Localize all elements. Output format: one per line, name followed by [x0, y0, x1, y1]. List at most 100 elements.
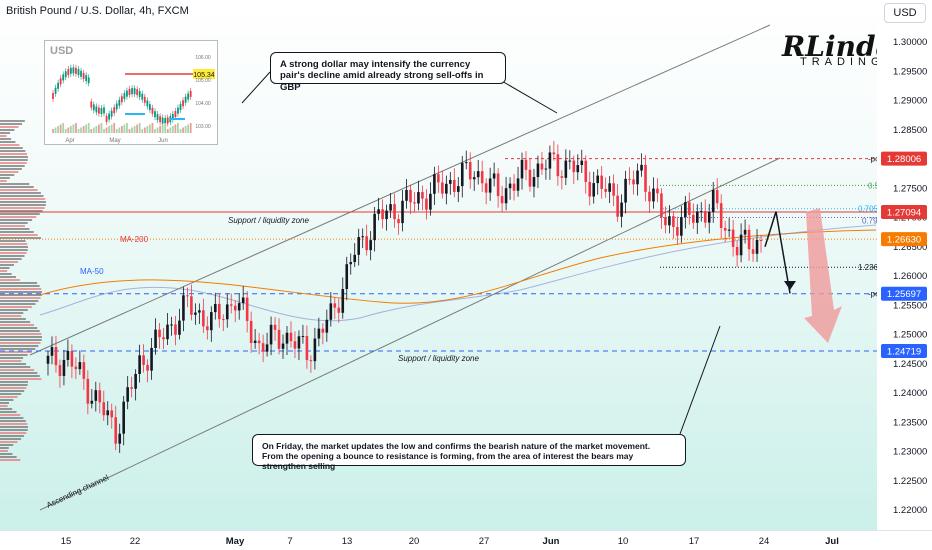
channel-lower-line	[39, 157, 781, 511]
inset-candle-body	[154, 111, 156, 118]
candle-body	[381, 209, 384, 220]
volume-profile-bar	[0, 393, 22, 395]
candle-body	[58, 365, 62, 376]
inset-volume-bar	[98, 124, 100, 133]
candle-body	[755, 239, 759, 254]
inset-candle-body	[189, 90, 192, 97]
inset-candle-body	[161, 117, 164, 124]
fib-05-label: 0.5	[868, 181, 880, 190]
volume-profile-bar	[0, 360, 22, 362]
candle-body	[464, 162, 468, 164]
inset-volume-bar	[77, 129, 80, 133]
candle-body	[174, 324, 177, 335]
inset-tick-label: 105.00	[195, 78, 211, 84]
candle-body	[86, 378, 90, 404]
inset-month-label: Jun	[158, 138, 168, 144]
candle-body	[98, 390, 102, 403]
candle-body	[74, 366, 78, 370]
candle-body	[604, 188, 607, 192]
candle-body	[130, 387, 133, 389]
candle-body	[588, 181, 592, 197]
candle-body	[628, 178, 631, 180]
inset-candle-body	[77, 69, 80, 76]
candle-body	[488, 178, 492, 193]
volume-profile-bar	[0, 324, 34, 326]
volume-profile-bar	[0, 231, 34, 233]
inset-candle-body	[120, 96, 123, 103]
inset-volume-bar	[174, 124, 177, 133]
volume-profile-bar	[0, 120, 25, 122]
support-lower-label: Support / liquidity zone	[398, 354, 479, 363]
volume-profile-bar	[0, 423, 28, 425]
inset-volume-bar	[108, 126, 110, 133]
candle-body	[225, 304, 229, 320]
inset-candle-body	[80, 70, 82, 77]
volume-profile-bar	[0, 327, 38, 329]
inset-price-box	[193, 69, 215, 79]
inset-candle-body	[105, 115, 108, 122]
volume-profile-bar	[0, 135, 7, 137]
inset-volume-bar	[120, 126, 123, 133]
volume-profile-bar	[0, 255, 25, 257]
inset-month-label: May	[109, 138, 120, 144]
volume-profile-bar	[0, 171, 19, 173]
inset-candle-body	[141, 93, 144, 100]
candle-body	[580, 160, 584, 166]
candle-body	[46, 355, 50, 364]
top-callout-pointer-left	[241, 71, 271, 104]
candle-body	[90, 400, 94, 404]
volume-profile-bar	[0, 228, 30, 230]
candle-body	[524, 159, 528, 170]
candle-body	[632, 179, 635, 185]
candle-body	[496, 173, 500, 197]
fib-1236-label: 1.236	[858, 263, 879, 272]
volume-profile-bar	[0, 159, 28, 161]
candle-body	[512, 183, 516, 191]
inset-volume-bar	[182, 127, 184, 133]
candle-body	[182, 295, 185, 321]
candle-body	[644, 164, 647, 192]
candle-body	[500, 196, 504, 204]
candle-body	[759, 239, 763, 241]
inset-volume-bar	[59, 124, 62, 133]
inset-candle-body	[100, 107, 103, 114]
volume-profile-bar	[0, 279, 20, 281]
candle-body	[564, 160, 568, 178]
volume-profile-bar	[0, 183, 30, 185]
inset-candle-body	[128, 88, 131, 95]
inset-candle-body	[95, 106, 98, 113]
inset-volume-bar	[166, 129, 169, 133]
currency-button[interactable]: USD	[884, 3, 926, 23]
candle-body	[369, 240, 372, 251]
volume-profile-bar	[0, 441, 18, 443]
volume-profile-bar	[0, 345, 39, 347]
candle-body	[329, 303, 333, 320]
inset-tick-label: 104.00	[195, 101, 211, 107]
inset-candle-body	[174, 111, 177, 118]
price-axis[interactable]	[877, 0, 932, 530]
candle-body	[636, 170, 639, 185]
volume-profile-bar	[0, 408, 13, 410]
inset-candle-body	[143, 96, 146, 103]
inset-candle-body	[92, 104, 95, 111]
volume-profile-bar	[0, 456, 17, 458]
inset-volume-bar	[92, 127, 95, 133]
time-axis[interactable]	[0, 530, 932, 550]
inset-candle-body	[149, 104, 151, 111]
inset-volume-bar	[189, 123, 192, 133]
inset-candle-body	[69, 67, 72, 74]
volume-profile-bar	[0, 249, 28, 251]
candle-body	[600, 175, 603, 189]
candle-body	[377, 209, 380, 214]
candle-body	[150, 347, 153, 371]
volume-profile-bar	[0, 153, 28, 155]
inset-volume-bar	[80, 127, 82, 133]
candle-body	[695, 211, 699, 223]
candle-body	[548, 152, 552, 169]
inset-volume-bar	[169, 127, 172, 133]
inset-volume-bar	[105, 127, 108, 133]
inset-candle-body	[75, 67, 77, 74]
inset-volume-bar	[177, 123, 179, 133]
candle-body	[456, 186, 460, 192]
